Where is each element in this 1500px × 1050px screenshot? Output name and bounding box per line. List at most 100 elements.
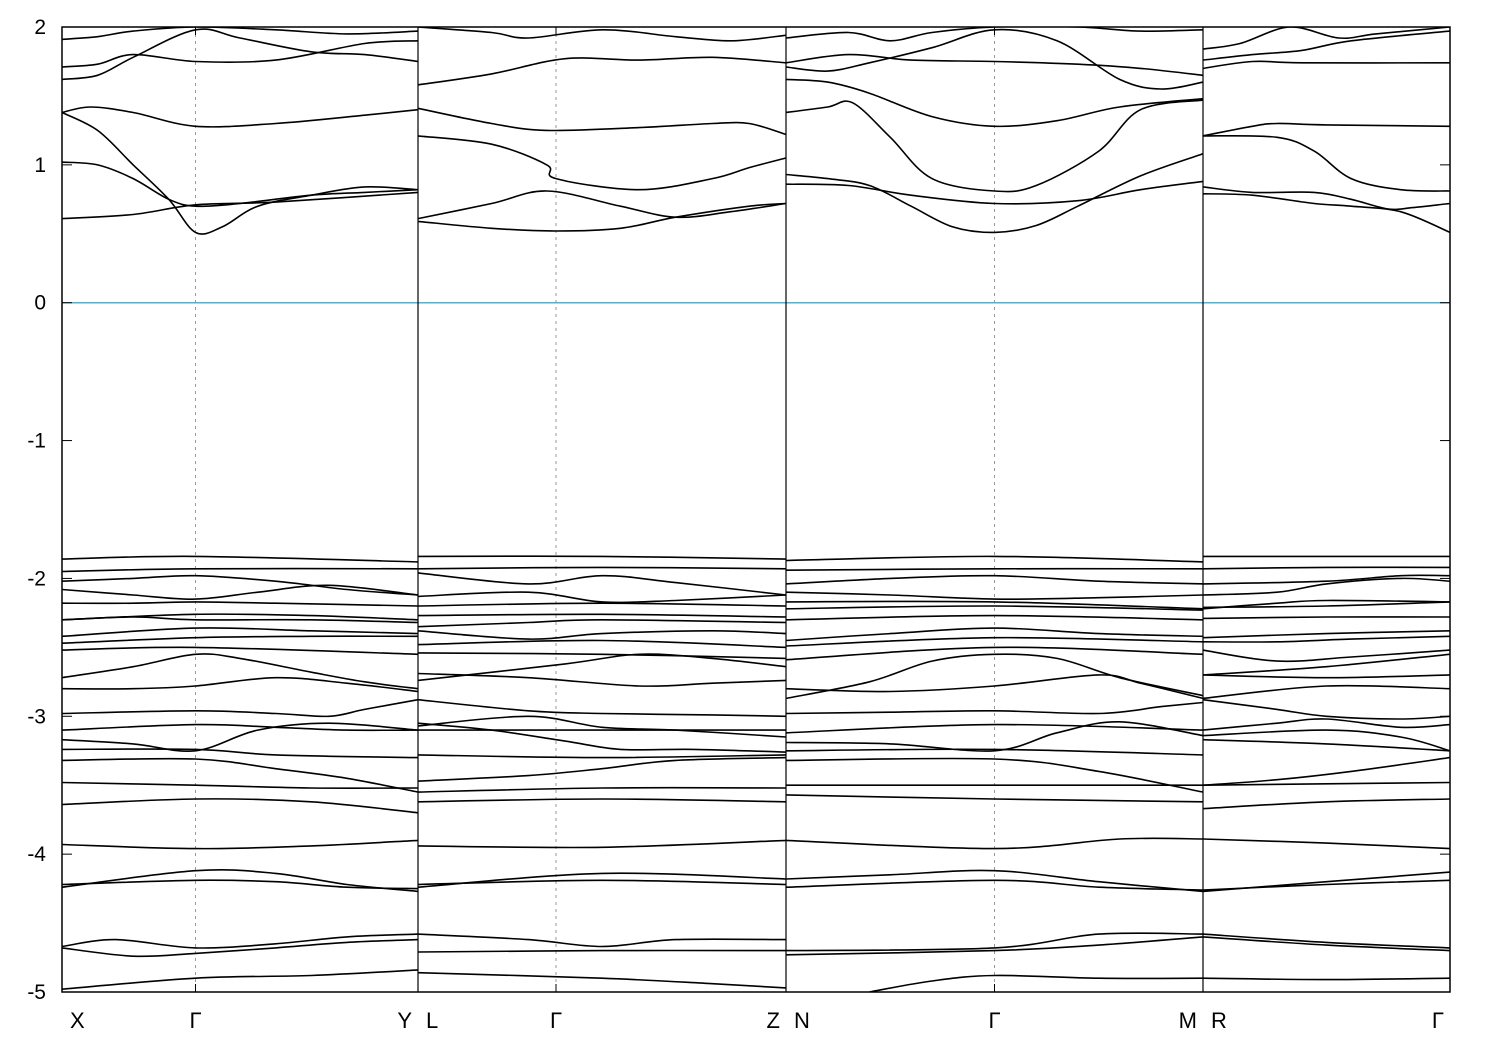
y-tick-label: 1	[34, 154, 46, 177]
band-line	[785, 614, 1204, 621]
band-line	[1202, 630, 1450, 639]
band-line	[1202, 186, 1450, 211]
band-line	[62, 555, 419, 563]
band-line	[1202, 60, 1450, 70]
band-line	[417, 971, 787, 989]
y-tick-label: 2	[34, 16, 46, 39]
band-line	[417, 879, 787, 886]
band-line	[869, 974, 1204, 992]
y-tick-label: -3	[27, 705, 46, 728]
band-line	[62, 933, 419, 949]
band-line	[417, 572, 787, 596]
band-line	[785, 723, 1204, 734]
band-line	[417, 756, 787, 782]
band-line	[62, 722, 419, 753]
band-line	[62, 757, 419, 793]
band-line	[785, 627, 1204, 642]
band-line	[1202, 30, 1450, 61]
band-line	[62, 567, 419, 573]
y-tick-label: 0	[34, 292, 46, 315]
band-line	[1202, 698, 1450, 720]
band-line	[62, 676, 419, 693]
band-line	[62, 798, 419, 814]
band-line	[1202, 616, 1450, 620]
k-point-label: R	[1211, 1008, 1227, 1033]
k-point-label: Γ	[1432, 1008, 1444, 1033]
band-line	[785, 78, 1204, 128]
band-line	[62, 653, 419, 690]
band-line	[417, 555, 787, 560]
band-line	[1202, 879, 1450, 891]
band-line	[417, 107, 787, 136]
band-line	[785, 574, 1204, 585]
k-point-label: Z	[767, 1008, 780, 1033]
band-line	[62, 601, 419, 607]
band-line	[417, 27, 787, 42]
band-line	[62, 40, 419, 68]
band-line	[1202, 674, 1450, 679]
band-line	[785, 879, 1204, 891]
band-line	[62, 969, 419, 990]
band-line	[62, 748, 419, 759]
band-line	[62, 635, 419, 644]
band-line	[1202, 599, 1450, 610]
y-tick-label: -2	[27, 567, 46, 590]
band-lines	[62, 27, 1450, 992]
band-line	[1202, 756, 1450, 786]
band-line	[785, 567, 1204, 571]
band-line	[417, 202, 787, 232]
band-line	[62, 616, 419, 624]
band-line	[785, 180, 1204, 205]
band-line	[1202, 798, 1450, 810]
band-line	[785, 757, 1204, 793]
band-line	[1202, 635, 1450, 643]
band-line	[785, 794, 1204, 803]
band-line	[785, 869, 1204, 893]
band-line	[62, 839, 419, 850]
band-line	[62, 869, 419, 893]
band-line	[62, 28, 419, 81]
y-tick-label: -4	[27, 843, 46, 866]
band-line	[1202, 601, 1450, 609]
k-point-label: L	[426, 1008, 438, 1033]
band-line	[1202, 684, 1450, 700]
band-line	[785, 701, 1204, 715]
k-point-label: Γ	[988, 1008, 1000, 1033]
y-tick-label: -5	[27, 981, 46, 1004]
band-line	[1202, 936, 1450, 952]
band-line	[785, 153, 1204, 234]
band-line	[785, 748, 1204, 756]
band-line	[1202, 566, 1450, 570]
k-point-label: N	[794, 1008, 810, 1033]
band-line	[417, 653, 787, 682]
band-line	[785, 555, 1204, 563]
band-line	[785, 653, 1204, 700]
band-line	[1202, 977, 1450, 981]
band-line	[417, 135, 787, 191]
band-line	[785, 605, 1204, 611]
band-line	[417, 56, 787, 86]
band-line	[1202, 781, 1450, 786]
band-line	[417, 715, 787, 738]
band-line	[785, 646, 1204, 661]
band-line	[62, 161, 419, 208]
band-line	[417, 798, 787, 803]
band-line	[785, 53, 1204, 77]
y-tick-label: -1	[27, 430, 46, 453]
band-line	[417, 754, 787, 759]
band-line	[1202, 649, 1450, 663]
band-line	[417, 698, 787, 718]
band-line	[785, 674, 1204, 700]
band-line	[785, 600, 1204, 610]
band-line	[1202, 574, 1450, 585]
k-point-label: Γ	[550, 1008, 562, 1033]
y-axis-ticks: 2 1 0 -1 -2 -3 -4 -5	[27, 16, 1450, 1004]
band-line	[62, 584, 419, 600]
band-line	[1202, 653, 1450, 676]
band-line	[785, 936, 1204, 956]
band-line	[417, 672, 787, 687]
band-line	[785, 27, 1204, 42]
band-line	[62, 111, 419, 235]
